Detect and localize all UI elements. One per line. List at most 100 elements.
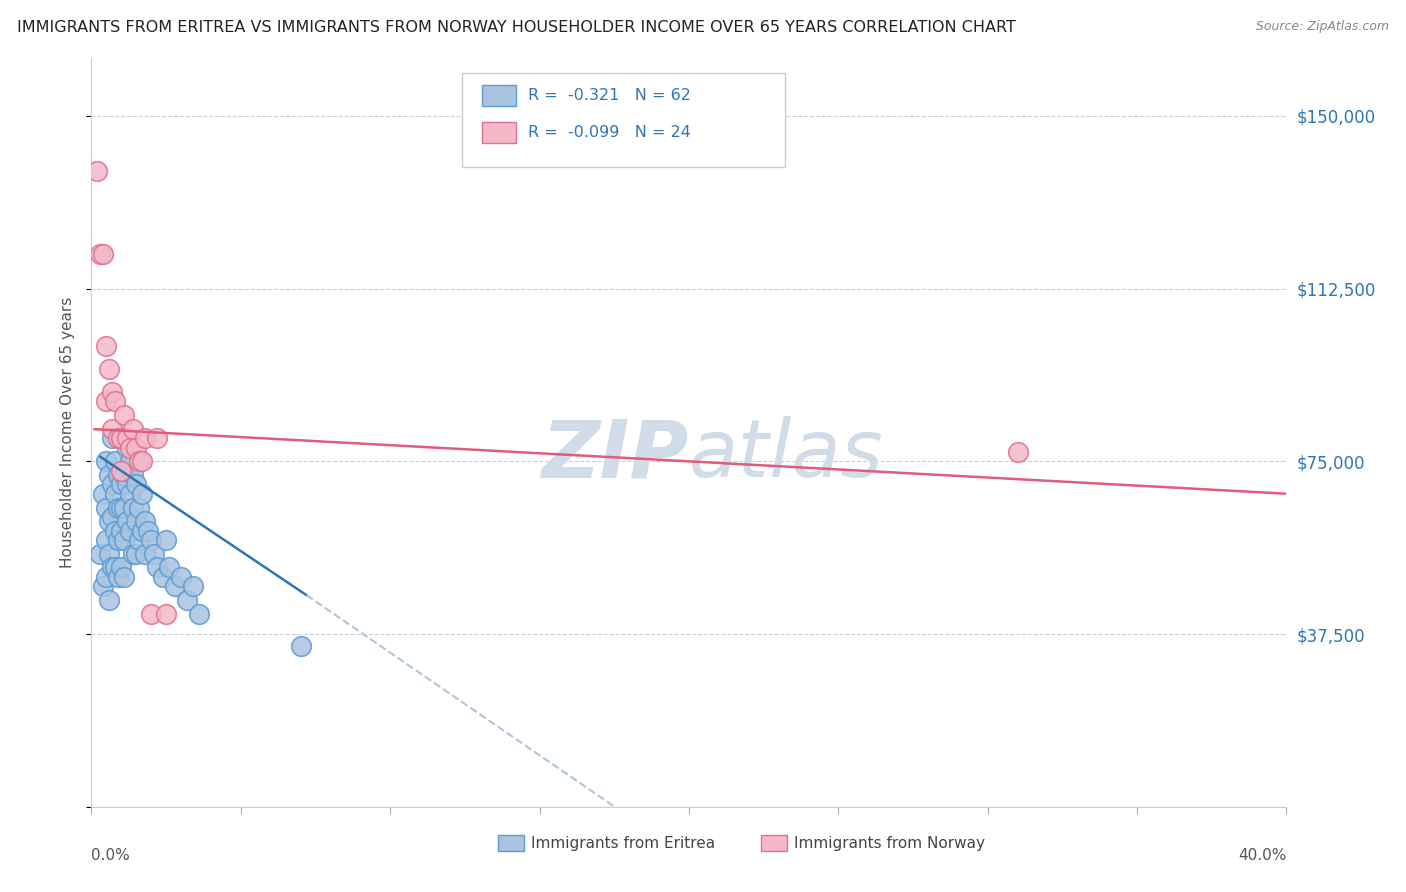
Point <box>107 570 129 584</box>
Point <box>115 477 138 491</box>
Point <box>112 409 135 423</box>
Point <box>96 454 118 468</box>
Point <box>152 570 174 584</box>
Point <box>120 441 142 455</box>
Point <box>107 533 129 547</box>
Point <box>141 607 163 621</box>
Text: 40.0%: 40.0% <box>1239 848 1286 863</box>
Point <box>112 570 135 584</box>
Point <box>170 570 193 584</box>
Point <box>110 464 132 478</box>
FancyBboxPatch shape <box>461 73 785 167</box>
Point <box>122 422 145 436</box>
Text: ZIP: ZIP <box>541 416 689 494</box>
Point <box>104 454 127 468</box>
Point <box>290 639 312 653</box>
Point <box>101 560 124 574</box>
Point <box>98 592 121 607</box>
Point <box>104 524 127 538</box>
Point <box>120 524 142 538</box>
Text: IMMIGRANTS FROM ERITREA VS IMMIGRANTS FROM NORWAY HOUSEHOLDER INCOME OVER 65 YEA: IMMIGRANTS FROM ERITREA VS IMMIGRANTS FR… <box>17 20 1015 35</box>
Point <box>89 247 111 261</box>
Y-axis label: Householder Income Over 65 years: Householder Income Over 65 years <box>60 297 76 568</box>
Text: Immigrants from Eritrea: Immigrants from Eritrea <box>531 836 716 851</box>
Text: R =  -0.099   N = 24: R = -0.099 N = 24 <box>527 126 690 140</box>
Point <box>112 468 135 483</box>
Point <box>125 547 148 561</box>
Point <box>110 500 132 515</box>
Point <box>110 524 132 538</box>
Point <box>110 431 132 445</box>
Point <box>104 486 127 500</box>
Point <box>157 560 180 574</box>
Point <box>128 454 150 468</box>
Point <box>93 486 115 500</box>
Point <box>163 579 186 593</box>
Point <box>101 431 124 445</box>
Point <box>122 468 145 483</box>
Point <box>101 422 124 436</box>
Point <box>143 547 166 561</box>
Point <box>115 515 138 529</box>
Point <box>98 515 121 529</box>
FancyBboxPatch shape <box>482 122 516 144</box>
Point <box>120 454 142 468</box>
Point <box>112 500 135 515</box>
Point <box>101 509 124 524</box>
Point <box>146 560 169 574</box>
Point <box>96 533 118 547</box>
Point <box>96 339 118 353</box>
Point <box>181 579 204 593</box>
Point <box>131 486 153 500</box>
Text: Immigrants from Norway: Immigrants from Norway <box>794 836 986 851</box>
Point <box>96 500 118 515</box>
Point <box>122 547 145 561</box>
Point <box>125 515 148 529</box>
Point <box>101 385 124 400</box>
Text: R =  -0.321   N = 62: R = -0.321 N = 62 <box>527 88 690 103</box>
Text: 0.0%: 0.0% <box>91 848 131 863</box>
Point <box>98 547 121 561</box>
Point <box>86 164 108 178</box>
Point <box>98 468 121 483</box>
Point <box>112 533 135 547</box>
Point <box>1007 445 1029 459</box>
Point <box>136 524 159 538</box>
Point <box>134 515 156 529</box>
FancyBboxPatch shape <box>498 835 524 852</box>
Point <box>96 570 118 584</box>
Point <box>176 592 198 607</box>
Point <box>115 431 138 445</box>
Point <box>131 454 153 468</box>
Point <box>107 468 129 483</box>
Point <box>141 533 163 547</box>
Text: atlas: atlas <box>689 416 884 494</box>
Point <box>125 441 148 455</box>
Point <box>104 560 127 574</box>
Point <box>101 477 124 491</box>
Point <box>122 500 145 515</box>
Text: Source: ZipAtlas.com: Source: ZipAtlas.com <box>1256 20 1389 33</box>
Point <box>110 560 132 574</box>
Point <box>96 394 118 409</box>
Point <box>107 500 129 515</box>
Point <box>134 547 156 561</box>
Point <box>131 524 153 538</box>
FancyBboxPatch shape <box>482 85 516 106</box>
Point <box>134 431 156 445</box>
Point <box>98 362 121 376</box>
Point <box>93 579 115 593</box>
Point <box>110 477 132 491</box>
Point <box>125 477 148 491</box>
Point <box>188 607 211 621</box>
Point <box>120 486 142 500</box>
Point <box>155 607 177 621</box>
Point <box>89 547 111 561</box>
Point <box>146 431 169 445</box>
Point <box>104 394 127 409</box>
Point <box>128 533 150 547</box>
Point <box>128 500 150 515</box>
Point <box>107 431 129 445</box>
Point <box>155 533 177 547</box>
Point <box>93 247 115 261</box>
